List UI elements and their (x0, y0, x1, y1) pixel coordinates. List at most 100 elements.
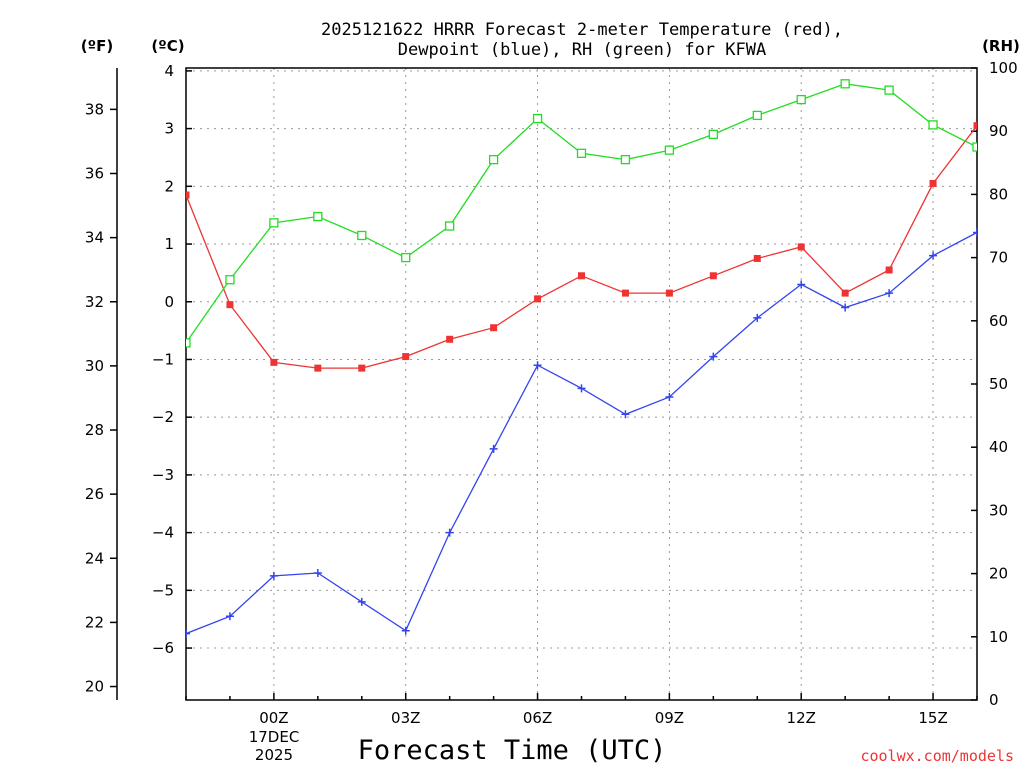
fahrenheit-tick-label: 24 (85, 549, 104, 567)
data-point-dewpoint (709, 352, 718, 361)
data-point-dewpoint (186, 629, 190, 638)
series-line-dewpoint (186, 231, 977, 635)
data-point-temperature (841, 289, 849, 297)
data-point-dewpoint (665, 392, 674, 401)
series-line-temperature (186, 125, 977, 369)
celsius-tick-label: −5 (152, 581, 174, 599)
data-point-dewpoint (533, 361, 542, 370)
rh-tick-label: 60 (989, 312, 1008, 330)
date-day-label: 17DEC (249, 728, 300, 746)
data-point-temperature (709, 272, 717, 280)
celsius-tick-label: −6 (152, 639, 174, 657)
celsius-tick-label: 3 (164, 120, 174, 138)
celsius-tick-label: 0 (164, 293, 174, 311)
series-line-rh (186, 83, 977, 344)
celsius-tick-label: 2 (164, 177, 174, 195)
fahrenheit-unit-label: (ºF) (81, 37, 113, 55)
data-point-dewpoint (269, 571, 278, 580)
data-point-rh (708, 129, 718, 140)
data-point-rh (884, 85, 894, 95)
data-point-rh (401, 252, 411, 263)
series-rh (186, 79, 977, 348)
data-point-temperature (929, 179, 937, 187)
celsius-tick-label: −1 (152, 350, 174, 368)
data-point-temperature (446, 335, 454, 343)
x-axis-title: Forecast Time (UTC) (358, 735, 667, 766)
x-tick-label: 00Z (259, 709, 288, 727)
data-point-dewpoint (577, 384, 586, 393)
series-layer (186, 79, 977, 638)
rh-tick-label: 40 (989, 438, 1008, 456)
data-point-temperature (753, 254, 761, 262)
fahrenheit-tick-label: 22 (85, 613, 104, 631)
x-tick-label: 03Z (391, 709, 420, 727)
data-point-temperature (358, 364, 366, 372)
rh-tick-label: 100 (989, 59, 1018, 77)
celsius-tick-label: 4 (164, 62, 174, 80)
data-point-temperature (490, 324, 498, 332)
data-point-dewpoint (885, 289, 894, 298)
plot-frame (185, 67, 978, 701)
rh-tick-label: 50 (989, 375, 1008, 393)
data-point-rh (664, 145, 675, 155)
chart-title-line1: 2025121622 HRRR Forecast 2-meter Tempera… (321, 20, 843, 40)
data-point-dewpoint (929, 251, 938, 260)
data-point-rh (445, 221, 455, 231)
data-point-dewpoint (973, 228, 977, 237)
watermark: coolwx.com/models (860, 747, 1014, 765)
data-point-rh (488, 154, 499, 165)
data-point-dewpoint (489, 444, 498, 453)
rh-unit-label: (RH) (982, 37, 1020, 55)
data-point-rh (357, 230, 367, 241)
data-point-rh (576, 148, 587, 158)
data-point-dewpoint (797, 280, 806, 289)
data-point-dewpoint (753, 313, 762, 322)
data-point-rh (972, 142, 977, 152)
fahrenheit-tick-label: 30 (85, 357, 104, 375)
data-point-temperature (665, 289, 673, 297)
celsius-tick-label: −2 (152, 408, 174, 426)
data-point-rh (796, 94, 806, 105)
fahrenheit-tick-label: 32 (85, 293, 104, 311)
data-point-temperature (402, 353, 410, 361)
data-point-dewpoint (841, 303, 850, 312)
data-point-temperature (797, 243, 805, 251)
rh-tick-label: 20 (989, 565, 1008, 583)
fahrenheit-tick-label: 36 (85, 164, 104, 182)
celsius-tick-label: −3 (152, 466, 174, 484)
data-point-dewpoint (313, 569, 322, 578)
data-point-dewpoint (445, 528, 454, 537)
data-point-rh (269, 218, 279, 228)
series-dewpoint (186, 228, 977, 638)
data-point-temperature (226, 301, 234, 309)
rh-tick-label: 10 (989, 628, 1008, 646)
data-point-rh (928, 120, 938, 130)
chart-title-line2: Dewpoint (blue), RH (green) for KFWA (398, 40, 766, 60)
data-point-rh (752, 110, 762, 121)
data-point-temperature (186, 191, 190, 199)
data-point-dewpoint (621, 410, 630, 419)
rh-tick-label: 80 (989, 185, 1008, 203)
data-point-dewpoint (225, 612, 234, 621)
x-tick-label: 15Z (918, 709, 947, 727)
data-point-temperature (270, 358, 278, 366)
fahrenheit-tick-label: 38 (85, 100, 104, 118)
x-tick-label: 06Z (523, 709, 552, 727)
axis-layer: 00Z 03Z 06Z 09Z 12Z 15Z43210−1−2−3−4−5−638363… (85, 59, 1018, 727)
rh-tick-label: 70 (989, 249, 1008, 267)
fahrenheit-tick-label: 26 (85, 485, 104, 503)
fahrenheit-tick-label: 28 (85, 421, 104, 439)
data-point-rh (840, 79, 850, 89)
data-point-dewpoint (357, 597, 366, 606)
data-point-temperature (885, 266, 893, 274)
celsius-unit-label: (ºC) (151, 37, 184, 55)
data-point-temperature (973, 122, 977, 130)
date-year-label: 2025 (255, 746, 293, 764)
celsius-tick-label: −4 (152, 524, 174, 542)
data-point-temperature (314, 364, 322, 372)
x-tick-label: 12Z (787, 709, 816, 727)
x-tick-label: 09Z (655, 709, 684, 727)
data-point-rh (225, 275, 235, 285)
data-point-temperature (621, 289, 629, 297)
